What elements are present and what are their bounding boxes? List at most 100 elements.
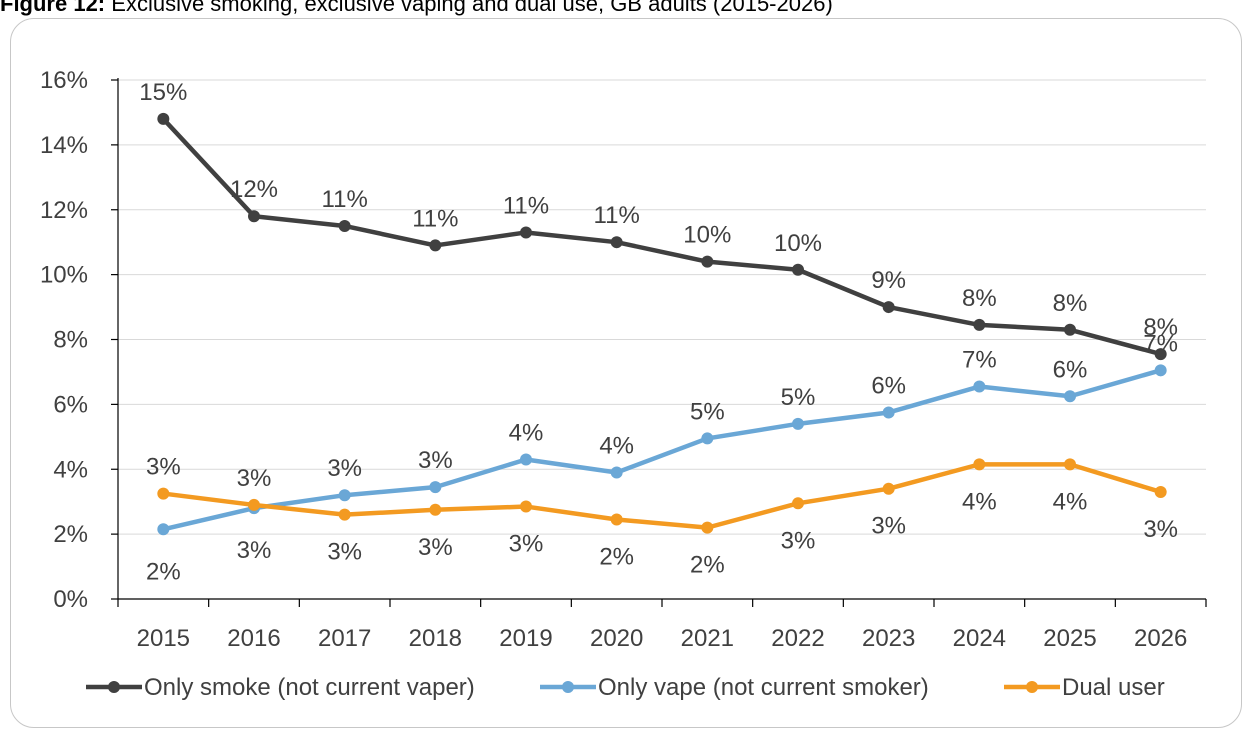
y-tick-label: 12%	[40, 197, 88, 224]
data-point-smoke	[701, 255, 714, 268]
data-point-smoke	[338, 219, 351, 232]
data-label-smoke: 11%	[503, 192, 549, 219]
data-label-vape: 7%	[1143, 330, 1178, 357]
legend-label-dual: Dual user	[1062, 674, 1165, 701]
data-point-dual	[248, 498, 260, 511]
data-point-dual	[429, 503, 442, 516]
data-point-dual	[701, 521, 714, 534]
data-point-vape	[1154, 364, 1167, 377]
data-label-dual: 3%	[418, 534, 453, 561]
series-line-vape	[161, 368, 1163, 532]
data-label-vape: 5%	[690, 398, 725, 425]
x-tick-label: 2016	[227, 625, 280, 652]
data-point-vape	[1064, 390, 1076, 403]
data-label-dual: 3%	[237, 465, 272, 492]
data-label-smoke: 10%	[774, 230, 822, 257]
x-tick-label: 2019	[499, 625, 552, 652]
data-label-dual: 4%	[962, 488, 997, 515]
data-point-smoke	[429, 239, 442, 252]
data-label-dual: 3%	[509, 531, 544, 558]
x-tick-label: 2015	[137, 625, 190, 652]
y-tick-label: 4%	[53, 456, 88, 483]
data-label-vape: 4%	[509, 420, 544, 447]
data-label-dual: 4%	[1053, 488, 1088, 515]
data-point-smoke	[882, 301, 895, 314]
data-label-smoke: 11%	[322, 186, 368, 213]
data-point-smoke	[1154, 348, 1167, 361]
data-label-vape: 6%	[871, 372, 906, 399]
legend-swatch-marker-smoke	[108, 681, 120, 693]
data-point-smoke	[520, 226, 532, 239]
data-point-smoke	[610, 236, 623, 249]
data-point-smoke	[157, 112, 170, 125]
data-label-vape: 6%	[1053, 356, 1088, 383]
chart-frame	[10, 18, 1242, 728]
axes: 0% 2% 4% 6% 8% 10% 12% 14% 16% 2015 2016 2017 2018 20…	[40, 67, 1207, 652]
y-tick-label: 14%	[40, 132, 88, 159]
x-tick-label: 2025	[1043, 625, 1096, 652]
series-line-smoke	[161, 116, 1163, 357]
data-point-vape	[610, 466, 623, 479]
x-tick-label: 2022	[771, 625, 824, 652]
data-label-smoke: 11%	[412, 205, 458, 232]
data-point-vape	[882, 406, 895, 419]
data-label-dual: 3%	[146, 454, 181, 481]
data-label-smoke: 10%	[683, 222, 731, 249]
y-tick-label: 10%	[40, 262, 88, 289]
data-label-vape: 3%	[327, 455, 362, 482]
data-point-vape	[792, 417, 804, 430]
data-label-dual: 2%	[690, 552, 725, 579]
figure-title-prefix: Figure 12:	[0, 0, 106, 16]
data-point-vape	[338, 489, 351, 502]
data-label-vape: 2%	[146, 558, 181, 585]
data-point-dual	[157, 487, 170, 500]
data-point-smoke	[1064, 323, 1076, 336]
y-tick-label: 8%	[53, 327, 88, 354]
x-tick-label: 2017	[318, 625, 371, 652]
data-point-dual	[338, 508, 351, 521]
legend-label-vape: Only vape (not current smoker)	[598, 674, 929, 701]
x-tick-label: 2020	[590, 625, 643, 652]
legend-swatch-marker-dual	[1026, 681, 1038, 693]
data-point-dual	[610, 513, 623, 526]
legend: Only smoke (not current vaper) Only vape …	[86, 674, 1165, 701]
data-label-smoke: 8%	[1143, 314, 1178, 341]
figure-title-text: Exclusive smoking, exclusive vaping and …	[111, 0, 833, 16]
y-tick-label: 6%	[53, 391, 88, 418]
data-point-smoke	[973, 318, 986, 331]
data-label-dual: 2%	[599, 544, 634, 571]
data-label-vape: 3%	[237, 537, 272, 564]
data-point-vape	[520, 453, 532, 466]
data-label-vape: 5%	[781, 384, 816, 411]
data-point-dual	[1154, 485, 1167, 498]
data-label-dual: 3%	[781, 527, 816, 554]
data-point-vape	[157, 523, 170, 536]
legend-label-smoke: Only smoke (not current vaper)	[144, 674, 475, 701]
data-point-dual	[520, 500, 532, 513]
x-tick-label: 2023	[862, 625, 915, 652]
data-label-dual: 3%	[1143, 516, 1178, 543]
data-label-smoke: 15%	[139, 79, 187, 106]
data-point-dual	[1064, 458, 1076, 471]
gridlines	[118, 79, 1206, 535]
data-point-smoke	[248, 210, 260, 223]
data-label-vape: 7%	[962, 347, 997, 374]
data-point-dual	[882, 482, 895, 495]
y-tick-label: 0%	[53, 586, 88, 613]
data-label-smoke: 11%	[594, 202, 640, 229]
data-label-vape: 3%	[418, 447, 453, 474]
data-point-dual	[973, 458, 986, 471]
y-tick-label: 2%	[53, 521, 88, 548]
data-point-vape	[429, 481, 442, 494]
data-point-vape	[701, 432, 714, 445]
data-point-vape	[973, 380, 986, 393]
data-label-vape: 4%	[599, 432, 634, 459]
data-label-dual: 3%	[327, 539, 362, 566]
figure-title: Figure 12: Exclusive smoking, exclusive …	[0, 0, 833, 17]
data-point-dual	[792, 497, 804, 510]
data-labels: 15% 12% 11% 11% 11% 11% 10% 10% 9% 8% 8% 8% 2% 3% 3% 3%…	[139, 79, 1178, 585]
y-tick-label: 16%	[40, 67, 88, 94]
x-tick-label: 2026	[1134, 625, 1187, 652]
series-layer	[157, 112, 1167, 536]
